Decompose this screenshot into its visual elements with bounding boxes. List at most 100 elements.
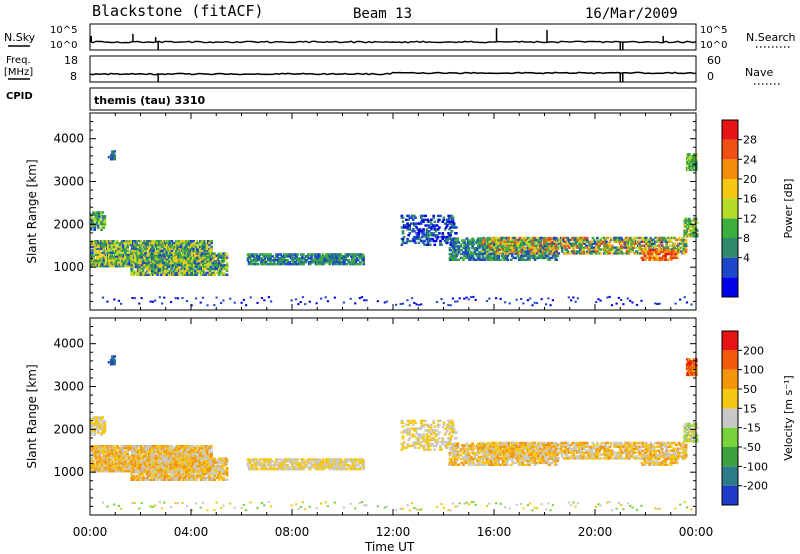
range-cell bbox=[251, 261, 254, 264]
range-cell bbox=[401, 232, 405, 235]
range-cell bbox=[585, 238, 589, 242]
range-cell bbox=[485, 300, 489, 303]
range-cell bbox=[164, 269, 168, 273]
range-cell bbox=[190, 265, 194, 269]
range-cell bbox=[584, 246, 588, 249]
range-cell bbox=[356, 259, 360, 262]
range-cell bbox=[172, 256, 175, 259]
range-cell bbox=[464, 243, 468, 246]
range-cell bbox=[454, 250, 457, 254]
range-cell bbox=[116, 445, 119, 448]
range-cell bbox=[312, 261, 316, 264]
range-cell bbox=[430, 218, 433, 221]
range-cell bbox=[506, 254, 510, 258]
range-cell bbox=[202, 267, 205, 271]
range-cell bbox=[99, 470, 102, 473]
range-cell bbox=[450, 252, 454, 256]
range-cell bbox=[240, 301, 243, 304]
range-cell bbox=[175, 262, 179, 265]
range-cell bbox=[605, 240, 608, 243]
range-cell bbox=[94, 249, 98, 252]
range-cell bbox=[98, 422, 101, 425]
range-cell bbox=[448, 222, 451, 225]
range-cell bbox=[538, 254, 541, 258]
nsky-trace bbox=[89, 28, 697, 50]
range-cell bbox=[91, 456, 94, 459]
range-cell bbox=[190, 304, 193, 307]
range-cell bbox=[684, 250, 688, 253]
range-cell bbox=[679, 238, 682, 242]
range-cell bbox=[92, 445, 95, 448]
range-cell bbox=[131, 262, 135, 265]
range-cell bbox=[198, 256, 202, 259]
range-cell bbox=[682, 244, 686, 247]
range-cell bbox=[106, 300, 109, 303]
range-cell bbox=[560, 246, 564, 249]
range-cell bbox=[214, 262, 218, 265]
range-cell bbox=[651, 250, 655, 254]
range-cell bbox=[663, 236, 666, 240]
range-cell bbox=[674, 252, 678, 256]
range-cell bbox=[108, 466, 111, 469]
range-cell bbox=[177, 241, 181, 245]
range-cell bbox=[502, 245, 505, 248]
range-cell bbox=[449, 234, 452, 237]
range-cell bbox=[132, 264, 136, 267]
range-cell bbox=[138, 454, 142, 457]
range-cell bbox=[173, 271, 177, 275]
range-cell bbox=[419, 216, 423, 219]
range-cell bbox=[406, 237, 409, 241]
range-cell bbox=[626, 297, 629, 300]
range-cell bbox=[115, 454, 118, 457]
range-cell bbox=[422, 228, 425, 231]
range-cell bbox=[264, 261, 268, 264]
range-cell bbox=[541, 250, 545, 253]
range-cell bbox=[305, 259, 309, 262]
range-cell bbox=[660, 238, 664, 242]
range-cell bbox=[691, 155, 695, 158]
range-cell bbox=[490, 242, 494, 245]
range-cell bbox=[590, 244, 594, 247]
range-cell bbox=[95, 460, 99, 463]
range-cell bbox=[136, 448, 140, 452]
range-cell bbox=[144, 241, 148, 245]
range-cell bbox=[137, 254, 140, 257]
range-cell bbox=[576, 238, 580, 242]
range-cell bbox=[93, 431, 96, 435]
range-cell bbox=[144, 273, 147, 276]
range-cell bbox=[691, 219, 694, 222]
range-cell bbox=[323, 259, 327, 262]
range-cell bbox=[415, 303, 418, 306]
range-cell bbox=[153, 273, 156, 276]
range-cell bbox=[423, 243, 426, 246]
range-cell bbox=[282, 261, 286, 264]
range-cell bbox=[606, 236, 609, 240]
range-cell bbox=[182, 265, 186, 269]
range-cell bbox=[574, 300, 577, 303]
range-cell bbox=[488, 297, 491, 300]
range-cell bbox=[487, 256, 490, 260]
range-cell bbox=[570, 246, 573, 249]
range-cell bbox=[188, 271, 191, 275]
range-cell bbox=[548, 246, 551, 249]
range-cell bbox=[463, 245, 466, 248]
range-cell bbox=[123, 240, 126, 243]
range-cell bbox=[108, 253, 111, 256]
range-cell bbox=[400, 214, 404, 218]
range-cell bbox=[90, 261, 93, 264]
range-cell bbox=[95, 213, 99, 216]
range-cell bbox=[164, 271, 168, 275]
range-cell bbox=[539, 256, 543, 260]
range-cell bbox=[489, 248, 492, 251]
range-cell bbox=[157, 252, 161, 255]
range-cell bbox=[564, 242, 567, 245]
range-cell bbox=[481, 252, 484, 255]
range-cell bbox=[217, 256, 221, 259]
range-cell bbox=[314, 255, 318, 258]
range-cell bbox=[675, 256, 679, 260]
range-cell bbox=[435, 300, 439, 303]
range-cell bbox=[101, 420, 104, 423]
range-cell bbox=[207, 260, 211, 263]
range-cell bbox=[301, 255, 304, 258]
range-cell bbox=[127, 253, 131, 256]
